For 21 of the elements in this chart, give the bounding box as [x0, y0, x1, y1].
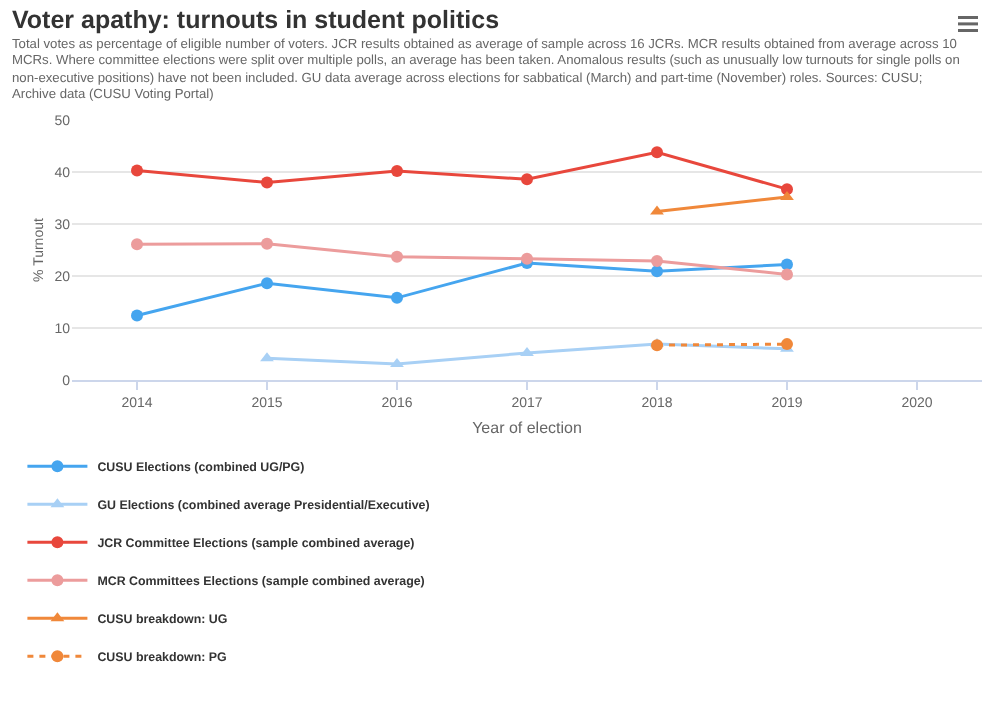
point [520, 346, 534, 356]
point [391, 164, 403, 177]
point [781, 258, 793, 271]
point [261, 277, 273, 290]
point [131, 238, 143, 251]
x-axis-title: Year of election [472, 419, 582, 437]
point [781, 268, 793, 281]
point [131, 309, 143, 322]
point [521, 252, 533, 265]
point [261, 176, 273, 189]
point [651, 146, 663, 159]
point [651, 254, 663, 267]
point [391, 250, 403, 263]
point [651, 265, 663, 278]
point [521, 173, 533, 186]
point [390, 357, 404, 367]
point [391, 291, 403, 304]
point [260, 352, 274, 362]
point [131, 164, 143, 177]
point [261, 237, 273, 250]
chart-title: Voter apathy: turnouts in student politics [12, 6, 500, 34]
